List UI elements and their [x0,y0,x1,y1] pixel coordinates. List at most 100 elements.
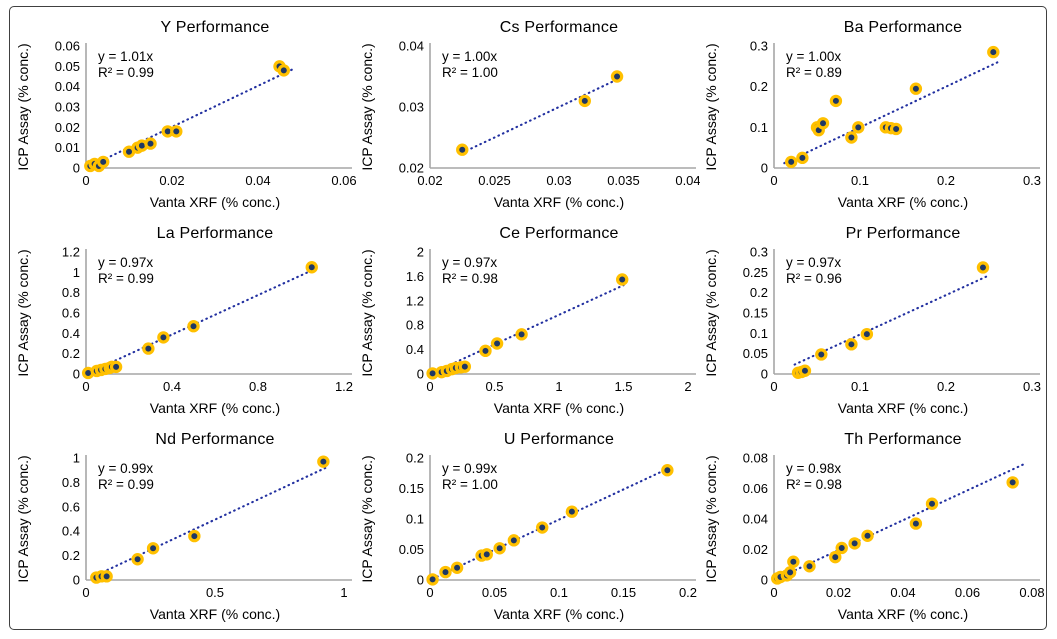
data-point [787,555,800,568]
data-point [987,45,1000,59]
r2-label: R² = 0.89 [786,65,842,80]
x-tick-label: 1 [555,379,562,394]
r2-label: R² = 0.96 [786,271,842,286]
x-tick-label: 1.5 [614,379,632,394]
y-tick-label: 0 [761,367,768,382]
y-tick-label: 0.03 [55,100,80,115]
data-point [976,261,990,274]
y-axis-title: ICP Assay (% conc.) [703,43,719,170]
chart-svg: Cs Performance 0.02 0.03 0.04 0.02 0.025 0.03 0… [359,19,700,210]
y-tick-label: 1 [73,451,80,466]
chart-title: Nd Performance [155,431,274,448]
data-points [426,273,629,380]
x-tick-label: 0.3 [1023,379,1041,394]
data-point [480,548,493,561]
chart-svg: Th Performance 0 0.02 0.04 0.06 0.08 0 0.02 0.04… [703,431,1044,622]
x-tick-label: 0.5 [485,379,503,394]
r2-label: R² = 0.98 [786,477,842,492]
y-axis-title: ICP Assay (% conc.) [703,455,719,582]
y-tick-label: 1 [73,265,80,280]
equation-label: y = 0.99x [98,461,153,476]
y-tick-label: 0.2 [406,451,424,466]
y-tick-label: 0.4 [62,326,80,341]
data-point [852,121,865,134]
trendline [431,466,671,580]
y-tick-label: 0.2 [750,285,768,300]
data-point [170,125,183,138]
data-point [187,320,200,333]
data-point [450,561,464,574]
data-point [146,542,160,555]
y-axis-title: ICP Assay (% conc.) [15,249,31,376]
equation-label: y = 1.00x [786,49,841,64]
y-tick-label: 0.1 [750,120,768,135]
y-tick-label: 0.1 [750,326,768,341]
x-tick-label: 0.08 [1019,585,1044,600]
r2-label: R² = 0.99 [98,477,154,492]
y-tick-label: 0.05 [743,346,768,361]
x-axis-title: Vanta XRF (% conc.) [494,194,624,210]
x-tick-label: 0 [770,379,777,394]
data-point [426,573,439,586]
data-point [610,70,624,83]
data-point [909,517,923,530]
equation-label: y = 0.97x [442,255,497,270]
data-point [96,155,110,169]
x-tick-label: 0 [426,585,433,600]
y-tick-label: 0 [761,161,768,176]
data-point [188,529,201,543]
y-tick-label: 0.2 [750,79,768,94]
equation-label: y = 1.01x [98,49,153,64]
chart-title: Cs Performance [500,19,618,36]
y-tick-label: 0.2 [62,548,80,563]
x-axis-title: Vanta XRF (% conc.) [838,606,968,622]
data-point [784,155,798,169]
chart-title: Pr Performance [846,225,961,242]
y-tick-label: 0.4 [62,524,80,539]
y-tick-label: 0.3 [750,245,768,260]
x-tick-label: 0.2 [937,173,955,188]
trendline [470,76,622,150]
data-point [845,338,858,351]
y-tick-label: 0 [73,161,80,176]
chart-ba-performance: Ba Performance 0 0.1 0.2 0.3 0 0.1 0.2 0.3 Vanta … [700,10,1044,216]
y-tick-label: 0.2 [62,346,80,361]
data-point [536,521,549,534]
chart-svg: U Performance 0 0.05 0.1 0.15 0.2 0 0.05 0.1 0.15… [359,431,697,622]
chart-y-performance: Y Performance 0 0.01 0.02 0.03 0.04 0.05 0.06 0 0… [12,10,356,216]
data-point [565,505,579,518]
x-tick-label: 0.1 [550,585,568,600]
x-tick-label: 0.5 [206,585,224,600]
x-tick-label: 0.1 [851,379,869,394]
x-axis-title: Vanta XRF (% conc.) [494,606,624,622]
y-tick-label: 0.8 [406,318,424,333]
data-point [1006,476,1019,489]
y-tick-label: 0.25 [743,265,768,280]
x-tick-label: 0.2 [937,379,955,394]
y-tick-label: 0 [73,573,80,588]
data-points [81,261,318,380]
y-axis-title: ICP Assay (% conc.) [15,43,31,170]
chart-svg: Y Performance 0 0.01 0.02 0.03 0.04 0.05 0.06 0 0… [15,19,356,210]
chart-cs-performance: Cs Performance 0.02 0.03 0.04 0.02 0.025 0.03 0… [356,10,700,216]
x-tick-label: 0.06 [331,173,356,188]
r2-label: R² = 0.99 [98,65,154,80]
trendline [87,67,296,169]
y-axis-title: ICP Assay (% conc.) [359,249,375,376]
data-point [848,537,861,550]
equation-label: y = 0.97x [786,255,841,270]
data-point [144,137,157,150]
data-point [479,344,492,358]
data-point [798,364,812,377]
y-tick-label: 0.1 [406,512,424,527]
data-point [783,566,797,579]
y-tick-label: 1.2 [62,245,80,260]
data-points [84,60,290,173]
x-tick-label: 0.05 [482,585,507,600]
data-point [515,328,528,341]
data-point [131,553,144,566]
x-tick-label: 0.06 [955,585,980,600]
figure-frame: Y Performance 0 0.01 0.02 0.03 0.04 0.05 0.06 0 0… [9,6,1047,630]
y-tick-label: 0.05 [399,542,424,557]
chart-nd-performance: Nd Performance 0 0.2 0.4 0.6 0.8 1 0 0.5 1 Vanta X… [12,422,356,628]
